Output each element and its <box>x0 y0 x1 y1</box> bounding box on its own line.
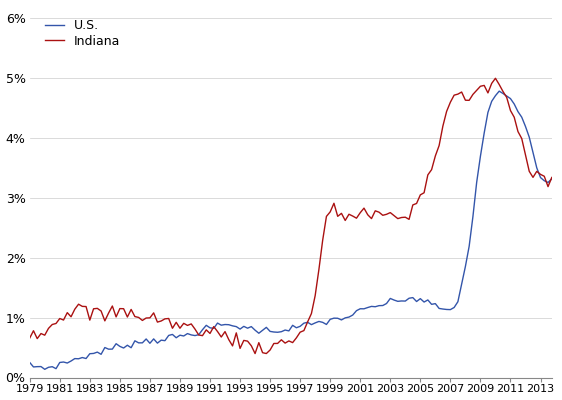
Legend: U.S., Indiana: U.S., Indiana <box>41 16 124 52</box>
U.S. <box>289 323 296 328</box>
U.S. <box>248 324 255 329</box>
Indiana <box>56 316 63 321</box>
U.S. <box>26 360 33 365</box>
Indiana <box>289 340 296 345</box>
Line: U.S.: U.S. <box>30 91 552 369</box>
U.S. <box>496 89 502 94</box>
Indiana <box>45 326 52 331</box>
Indiana <box>26 336 33 340</box>
Indiana <box>252 351 259 356</box>
Indiana <box>120 306 127 311</box>
Indiana <box>79 304 85 309</box>
Indiana <box>244 339 251 344</box>
Indiana <box>492 76 499 81</box>
U.S. <box>549 176 555 181</box>
U.S. <box>49 364 56 369</box>
U.S. <box>42 367 48 372</box>
U.S. <box>60 360 67 364</box>
Line: Indiana: Indiana <box>30 78 552 354</box>
U.S. <box>124 343 131 348</box>
U.S. <box>83 356 89 361</box>
Indiana <box>549 175 555 180</box>
